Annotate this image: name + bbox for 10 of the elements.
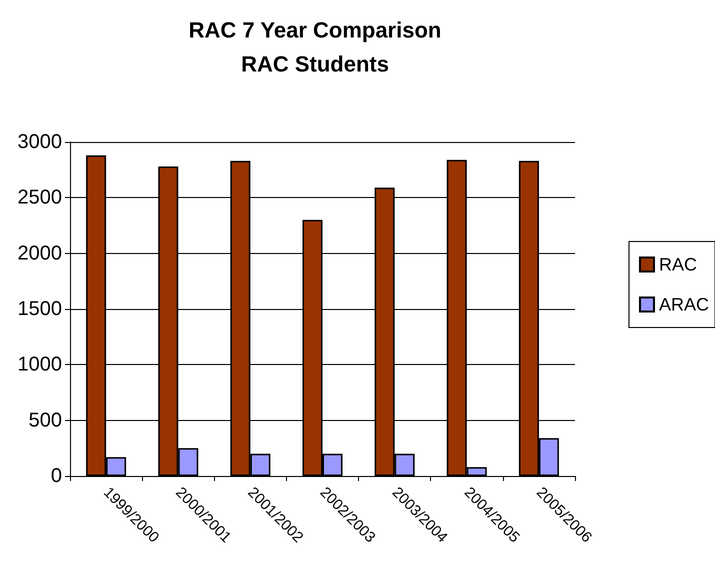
chart-title: RAC 7 Year Comparison RAC Students xyxy=(188,18,442,76)
y-tick-label: 1500 xyxy=(18,298,62,320)
y-tick-label: 500 xyxy=(28,409,62,432)
y-tick-label: 2500 xyxy=(18,186,62,209)
y-tick-label: 2000 xyxy=(18,242,62,264)
legend-label: ARAC xyxy=(658,294,710,314)
y-tick-label: 0 xyxy=(50,465,62,487)
y-tick-label: 1000 xyxy=(18,354,62,376)
y-tick-label: 3000 xyxy=(18,131,62,153)
legend-label: RAC xyxy=(658,254,698,274)
